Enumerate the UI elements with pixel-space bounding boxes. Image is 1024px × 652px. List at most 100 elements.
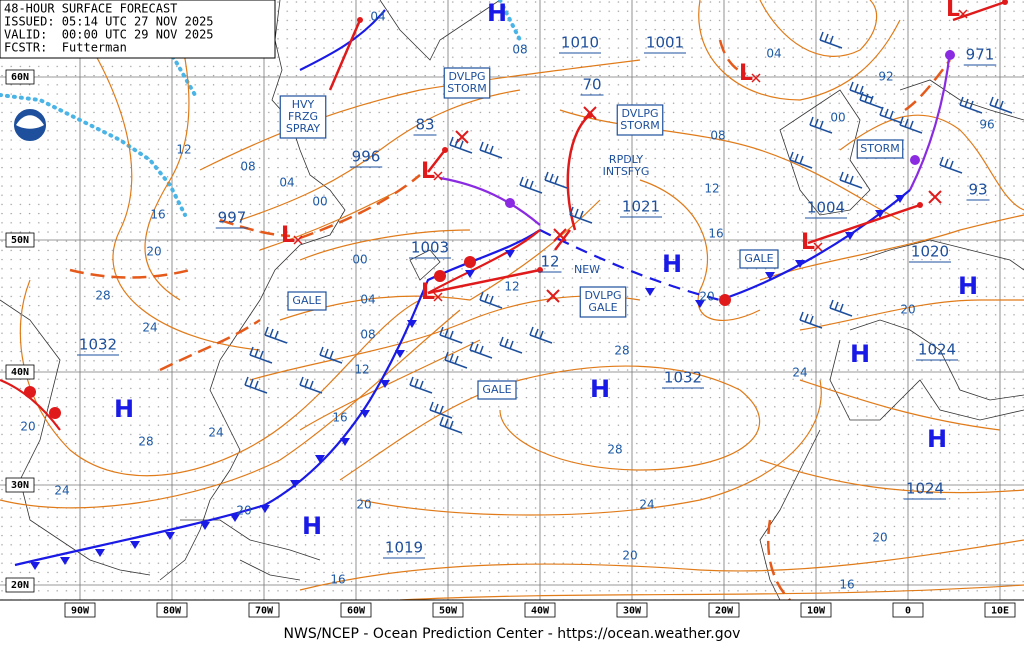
front-barb <box>505 250 515 258</box>
dot-grid <box>0 0 1024 600</box>
isobar-label: 16 <box>330 573 345 587</box>
lon-label: 40W <box>531 606 550 617</box>
front-barb <box>130 541 140 549</box>
front-barb <box>340 438 350 446</box>
lat-label: 40N <box>11 367 29 378</box>
pressure-label: 12 <box>540 253 559 271</box>
front-barb <box>895 195 905 203</box>
lon-strip <box>0 600 1024 620</box>
isobar <box>59 0 261 351</box>
wind-barb <box>569 206 593 224</box>
front-barb <box>60 557 70 565</box>
isobar-label: 24 <box>54 484 69 498</box>
trough <box>766 519 791 601</box>
lon-label: 0 <box>905 606 911 617</box>
lat-label: 50N <box>11 235 29 246</box>
isobar-label: 20 <box>20 420 35 434</box>
wind-barb <box>839 171 863 189</box>
arrow-head <box>917 202 923 208</box>
header-line: 48-HOUR SURFACE FORECAST <box>4 2 177 16</box>
motion-arrow <box>427 268 541 295</box>
isobar-label: 16 <box>150 208 165 222</box>
front-barb <box>95 549 105 557</box>
isobar <box>559 109 901 221</box>
pressure-label: 971 <box>966 46 995 64</box>
isobar <box>299 229 471 261</box>
pressure-label: 1020 <box>911 243 949 261</box>
isobar <box>759 0 878 57</box>
warning-box <box>443 67 491 99</box>
isobar-label: 20 <box>356 498 371 512</box>
isobar-label: 20 <box>699 290 714 304</box>
pressure-label: 1010 <box>561 34 599 52</box>
wind-barb <box>319 346 343 364</box>
header-line: ISSUED: 05:14 UTC 27 NOV 2025 <box>4 15 214 29</box>
isobar <box>239 89 521 221</box>
warning-text: GALE <box>482 383 511 396</box>
isobar <box>339 365 761 481</box>
lon-label-box <box>800 602 832 618</box>
wind-barb <box>249 346 273 364</box>
noaa-logo-bird <box>16 115 44 129</box>
isobar-label: 12 <box>354 363 369 377</box>
isobar-label: 24 <box>792 366 807 380</box>
isobar <box>0 309 461 509</box>
wind-barb <box>899 116 923 134</box>
lon-label: 10E <box>991 606 1009 617</box>
pressure-label: 996 <box>352 148 381 166</box>
isobar-label: 24 <box>208 426 223 440</box>
warning-text: GALE <box>588 301 617 314</box>
high-center: H <box>958 272 978 300</box>
isobar-label: 00 <box>352 253 367 267</box>
front-barb <box>695 300 705 308</box>
motion-arrow <box>427 149 446 173</box>
low-center-x <box>813 242 823 252</box>
header-box <box>0 0 276 59</box>
front-barb <box>290 480 300 488</box>
high-center: H <box>927 425 947 453</box>
future-position <box>546 289 560 303</box>
front-barb <box>30 562 40 570</box>
isobar-label: 08 <box>512 43 527 57</box>
lon-label-box <box>892 602 924 618</box>
coastline <box>779 89 871 216</box>
isobar <box>759 459 1024 494</box>
note: INTSFYG <box>603 165 650 178</box>
front-barb <box>315 455 325 463</box>
wind-barb <box>959 96 983 114</box>
header-line: VALID: 00:00 UTC 29 NOV 2025 <box>4 28 214 42</box>
low-center: L <box>739 61 753 86</box>
pressure-label: 1001 <box>646 34 684 52</box>
warning-text: STORM <box>860 142 900 155</box>
warning-text: DVLPG <box>584 289 621 302</box>
high-center: H <box>590 375 610 403</box>
arrow-head <box>442 147 448 153</box>
pressure-label: 1024 <box>918 341 956 359</box>
front-barb <box>49 407 61 419</box>
lat-label: 20N <box>11 580 29 591</box>
isobar-label: 24 <box>639 498 654 512</box>
isobar-label: 28 <box>95 289 110 303</box>
wind-barb <box>479 141 503 159</box>
warning-box <box>856 139 904 159</box>
lon-label: 90W <box>71 606 90 617</box>
isobar <box>259 189 401 251</box>
isobar-label: 12 <box>176 143 191 157</box>
front-barb <box>875 210 885 218</box>
lon-label: 30W <box>623 606 642 617</box>
front-barb <box>464 256 476 268</box>
trough <box>69 268 191 279</box>
pressure-label: 1024 <box>906 480 944 498</box>
wind-barb <box>264 326 288 344</box>
wind-barb <box>499 336 523 354</box>
warm-front <box>0 378 61 431</box>
wind-barb <box>939 156 963 174</box>
isobar <box>799 379 1001 431</box>
front-barb <box>845 232 855 240</box>
lon-label-box <box>616 602 648 618</box>
low-center-x <box>293 235 303 245</box>
future-position <box>583 106 597 120</box>
lon-label-box <box>524 602 556 618</box>
wind-barb <box>879 106 903 124</box>
